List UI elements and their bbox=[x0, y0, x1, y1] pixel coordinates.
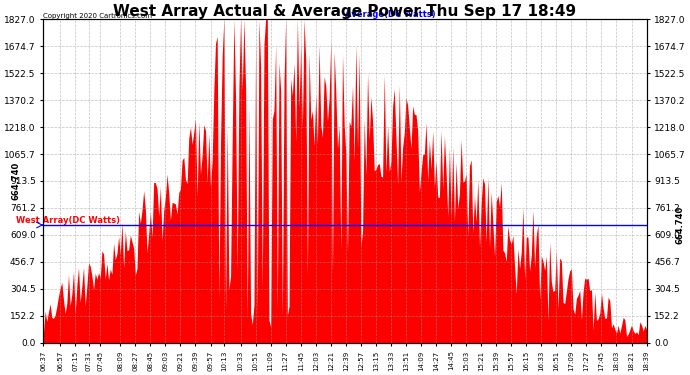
Title: West Array Actual & Average Power Thu Sep 17 18:49: West Array Actual & Average Power Thu Se… bbox=[113, 4, 577, 19]
Text: Average(DC Watts): Average(DC Watts) bbox=[345, 9, 435, 18]
Text: 664.740: 664.740 bbox=[676, 206, 684, 244]
Text: West Array(DC Watts): West Array(DC Watts) bbox=[17, 216, 120, 225]
Text: Copyright 2020 Cartronics.com: Copyright 2020 Cartronics.com bbox=[43, 12, 152, 18]
Text: 664.740: 664.740 bbox=[12, 162, 21, 200]
